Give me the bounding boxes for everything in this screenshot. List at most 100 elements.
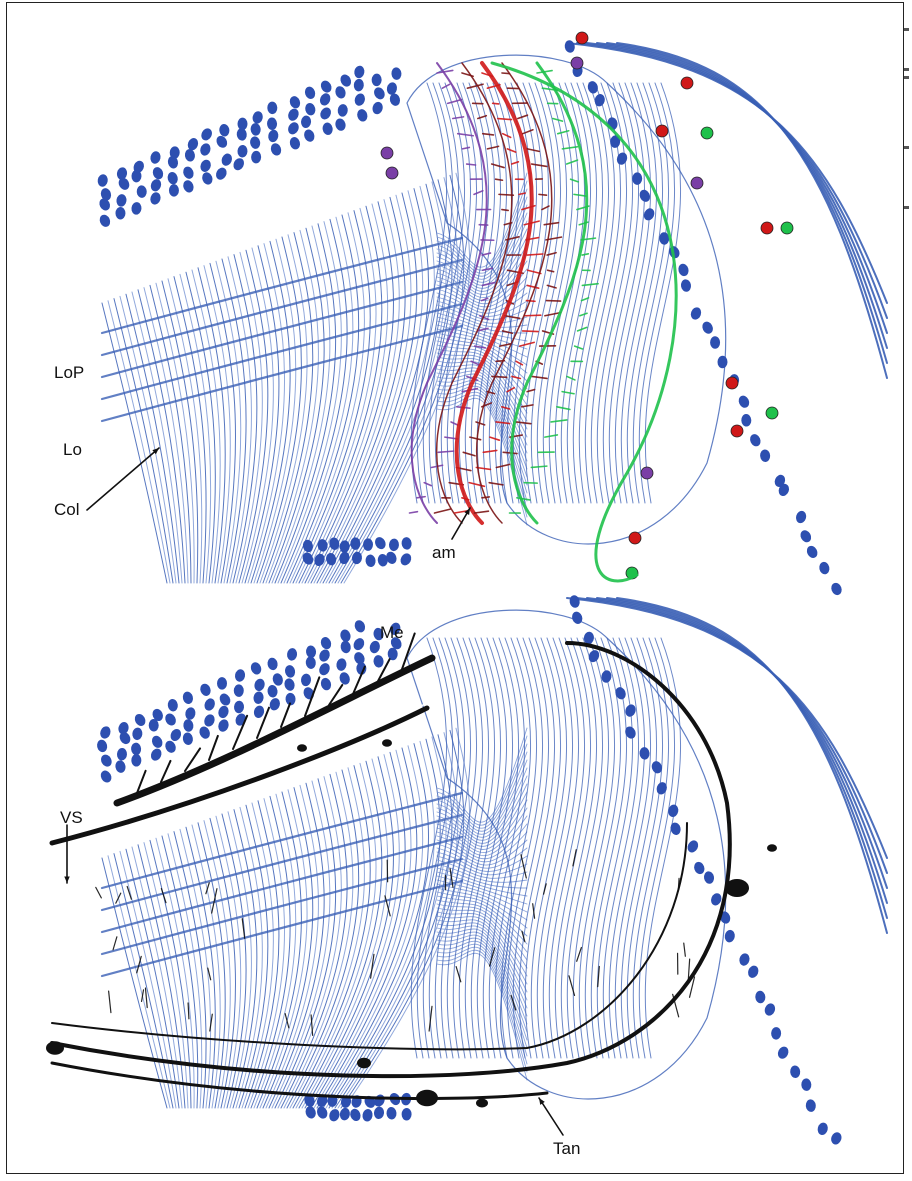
medulla-column [506, 637, 544, 1059]
chiasm-fiber [436, 397, 528, 526]
chiasm-fiber [436, 895, 528, 945]
colored-neuron [435, 62, 513, 524]
medulla-column [530, 82, 568, 504]
colored-branch [521, 128, 534, 135]
soma-lobula [165, 713, 176, 726]
soma-lobula [353, 78, 364, 92]
soma-lobula [267, 657, 278, 671]
arrow-col [86, 447, 160, 511]
medulla-column [536, 82, 574, 504]
soma-lobula [216, 135, 228, 148]
soma-lobula [253, 691, 264, 704]
tangential-branch [672, 993, 680, 1018]
chiasm-fiber [436, 376, 528, 470]
soma-lobula [187, 138, 199, 151]
soma-lobula [269, 698, 280, 711]
medulla-column [644, 82, 682, 504]
medulla-column [458, 637, 496, 1059]
medulla-column [590, 82, 628, 504]
columnar-fiber [238, 804, 269, 1109]
soma-medulla [806, 545, 818, 558]
soma-lobula [167, 698, 178, 712]
columnar-fiber [101, 302, 168, 584]
soma-medulla [656, 782, 667, 795]
soma-lobula [131, 202, 142, 215]
medulla-column [638, 637, 676, 1059]
soma-lobula [335, 86, 346, 99]
soma-medulla [625, 726, 636, 739]
soma-medulla [632, 172, 643, 185]
dendrite-band [100, 280, 464, 379]
colored-branch [502, 451, 518, 455]
columnar-fiber [286, 769, 360, 1109]
colored-branch [569, 178, 580, 183]
soma-medulla [738, 395, 750, 408]
medulla-column [596, 82, 634, 504]
tangential-branch [211, 888, 218, 914]
soma-lobula [353, 638, 365, 651]
tangential-branch [677, 877, 680, 892]
vs-axon [49, 705, 430, 846]
tangential-branch [683, 942, 686, 957]
soma-medulla [795, 510, 807, 524]
soma-medulla [750, 434, 761, 447]
columnar-fiber [307, 754, 400, 1109]
columnar-fiber [232, 809, 258, 1109]
soma-lobula [320, 637, 332, 650]
soma-lobula [320, 677, 332, 691]
columnar-fiber [101, 857, 168, 1109]
soma-lobula [340, 640, 351, 654]
colored-branch [556, 405, 571, 411]
columnar-fiber [313, 194, 412, 584]
colored-branch [482, 449, 498, 454]
colored-branch [521, 404, 534, 408]
soma-medulla [755, 990, 766, 1004]
soma-medulla [760, 449, 771, 462]
soma-lobula [322, 122, 333, 135]
colored-branch [576, 205, 590, 211]
colored-branch [518, 341, 535, 347]
chiasm-fiber [436, 344, 528, 398]
colored-soma [690, 176, 704, 190]
colored-neuron [454, 61, 534, 525]
columnar-fiber [310, 196, 406, 584]
tangential-branch [205, 882, 210, 895]
medulla-column [416, 82, 454, 504]
colored-branch [466, 83, 484, 89]
colored-branch [581, 282, 599, 287]
medulla-column [488, 637, 526, 1059]
colored-soma [655, 124, 669, 138]
colored-branch [581, 252, 590, 256]
medulla-column [596, 637, 634, 1059]
medulla-column [422, 82, 460, 504]
columnar-fiber [161, 280, 199, 584]
medulla-column [458, 82, 496, 504]
medulla-column [566, 637, 604, 1059]
colored-branch [505, 236, 520, 241]
colored-branch [462, 451, 476, 457]
colored-branch [538, 193, 548, 196]
columnar-fiber [238, 249, 269, 584]
medulla-column [560, 637, 598, 1059]
chiasm-fiber [436, 228, 528, 289]
soma-lobula [250, 123, 261, 136]
soma-lower [386, 1106, 397, 1120]
soma-lower [377, 553, 388, 567]
soma-lobula [267, 685, 278, 698]
tangential-branch [687, 958, 691, 981]
medulla-column [530, 637, 568, 1059]
soma-lobula [250, 662, 262, 675]
soma-lower [373, 1106, 385, 1120]
soma-lower [365, 554, 376, 568]
colored-branch [491, 102, 500, 105]
soma-lobula [116, 194, 127, 207]
columnar-fiber [301, 758, 389, 1109]
tangential-soma [297, 744, 307, 752]
soma-lobula [354, 652, 365, 665]
soma-lobula [115, 206, 126, 220]
soma-lobula [204, 698, 215, 711]
soma-lower [305, 1106, 316, 1119]
soma-medulla [739, 953, 750, 966]
soma-lobula [97, 174, 108, 187]
soma-lobula [252, 111, 263, 124]
